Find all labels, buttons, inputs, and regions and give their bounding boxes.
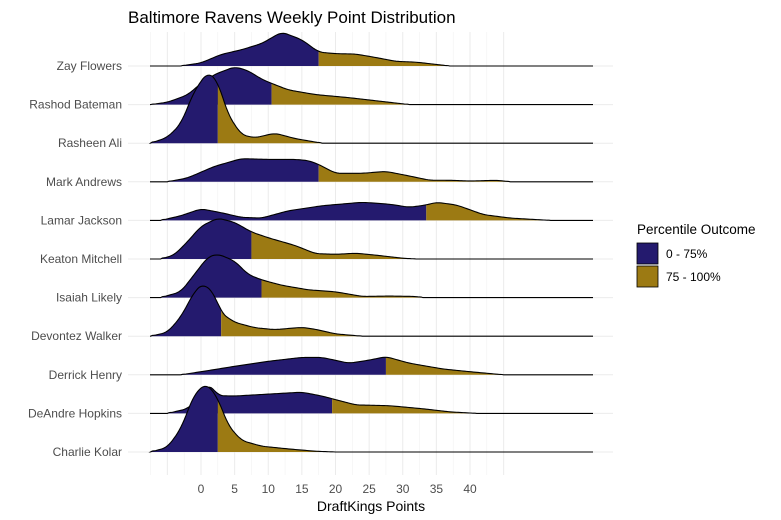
density-area-0-75 — [160, 255, 262, 298]
x-axis-title: DraftKings Points — [317, 498, 425, 514]
x-tick-label: 40 — [463, 482, 477, 496]
density-area-75-100 — [318, 164, 511, 182]
ridge-keaton-mitchell — [150, 218, 593, 260]
legend-swatch-0-75 — [636, 242, 659, 265]
y-axis-label: Derrick Henry — [49, 368, 122, 382]
density-outline — [148, 74, 593, 144]
legend-swatch-75-100 — [636, 265, 659, 288]
density-area-75-100 — [261, 279, 423, 298]
ridge-mark-andrews — [150, 158, 593, 183]
density-outline — [148, 385, 593, 453]
density-ridges — [148, 32, 593, 453]
ridge-lamar-jackson — [150, 201, 593, 221]
x-tick-label: 20 — [329, 482, 343, 496]
density-area-75-100 — [217, 399, 336, 452]
y-axis-label: DeAndre Hopkins — [28, 406, 122, 420]
density-outline — [150, 285, 593, 337]
density-outline — [150, 32, 593, 67]
density-area-75-100 — [251, 231, 417, 259]
ridge-derrick-henry — [150, 356, 593, 376]
ridge-devontez-walker — [150, 285, 593, 337]
density-area-0-75 — [167, 158, 319, 182]
density-outline — [150, 67, 593, 106]
y-axis-label: Keaton Mitchell — [40, 252, 122, 266]
density-area-0-75 — [160, 219, 252, 259]
ridge-rasheen-ali — [148, 74, 593, 144]
y-axis-labels: Zay Flowers Rashod Bateman Rasheen Ali Mark… — [28, 59, 122, 459]
ridge-isaiah-likely — [150, 254, 593, 299]
ridge-zay-flowers — [150, 32, 593, 67]
density-area-75-100 — [332, 398, 477, 414]
density-outline — [150, 386, 593, 414]
x-tick-label: 15 — [295, 482, 309, 496]
density-outline — [150, 201, 593, 221]
density-area-0-75 — [150, 386, 218, 452]
x-tick-label: 0 — [198, 482, 205, 496]
x-tick-label: 5 — [231, 482, 238, 496]
legend: Percentile Outcome 0 - 75% 75 - 100% — [636, 222, 756, 288]
y-axis-label: Mark Andrews — [46, 175, 122, 189]
density-outline — [150, 218, 593, 260]
y-axis-label: Lamar Jackson — [41, 213, 122, 227]
x-axis-ticks: 0 5 10 15 20 25 30 35 40 — [198, 482, 477, 496]
density-area-75-100 — [426, 202, 551, 221]
y-axis-label: Zay Flowers — [57, 59, 122, 73]
legend-label-75-100: 75 - 100% — [666, 270, 721, 284]
density-area-75-100 — [221, 309, 363, 337]
x-tick-label: 25 — [362, 482, 376, 496]
density-area-75-100 — [217, 84, 323, 144]
y-axis-label: Charlie Kolar — [53, 445, 122, 459]
density-area-75-100 — [271, 83, 410, 105]
y-axis-label: Rashod Bateman — [29, 98, 122, 112]
density-area-75-100 — [385, 357, 504, 375]
density-outline — [150, 356, 593, 376]
legend-title: Percentile Outcome — [637, 222, 756, 237]
y-axis-label: Isaiah Likely — [56, 291, 122, 305]
y-axis-label: Rasheen Ali — [58, 136, 122, 150]
x-tick-label: 35 — [430, 482, 444, 496]
density-outline — [150, 158, 593, 183]
x-tick-label: 30 — [396, 482, 410, 496]
legend-label-0-75: 0 - 75% — [666, 247, 708, 261]
density-area-0-75 — [180, 357, 386, 375]
density-outline — [150, 254, 593, 299]
density-area-75-100 — [318, 51, 450, 66]
y-axis-label: Devontez Walker — [31, 329, 122, 343]
chart-title: Baltimore Ravens Weekly Point Distributi… — [128, 8, 456, 27]
ridge-charlie-kolar — [148, 385, 593, 453]
density-area-0-75 — [180, 33, 319, 66]
x-tick-label: 10 — [262, 482, 276, 496]
density-area-0-75 — [160, 202, 427, 221]
density-area-0-75 — [150, 286, 222, 337]
density-area-0-75 — [150, 75, 218, 144]
